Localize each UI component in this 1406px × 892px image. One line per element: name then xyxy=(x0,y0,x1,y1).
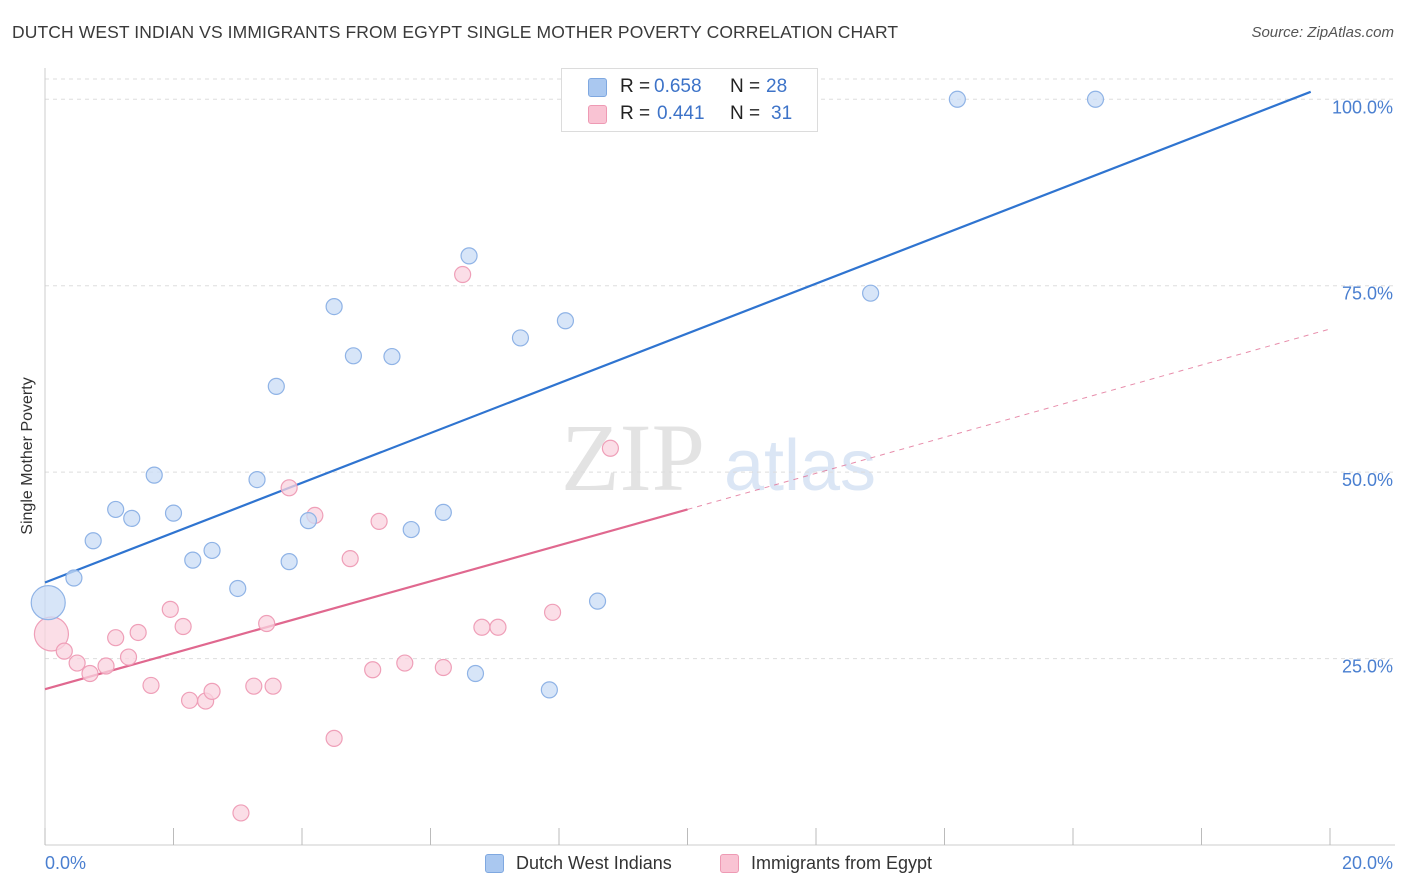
point-immigrants-from-egypt xyxy=(280,479,298,497)
point-immigrants-from-egypt xyxy=(174,617,192,636)
point-dutch-west-indians xyxy=(434,503,452,522)
point-immigrants-from-egypt xyxy=(258,614,276,633)
watermark-zip: ZIP xyxy=(561,404,705,511)
point-immigrants-from-egypt xyxy=(180,691,199,709)
y-tick-label: 75.0% xyxy=(1342,284,1393,304)
y-tick-label: 50.0% xyxy=(1342,470,1393,490)
point-immigrants-from-egypt xyxy=(232,804,250,822)
legend-row-immigrants-from-egypt: R = 0.441 N = 31 xyxy=(562,102,817,128)
point-immigrants-from-egypt xyxy=(364,661,382,679)
point-immigrants-from-egypt xyxy=(245,677,263,695)
point-dutch-west-indians xyxy=(511,329,530,347)
series-name: Immigrants from Egypt xyxy=(751,853,933,873)
point-dutch-west-indians xyxy=(402,520,420,539)
point-dutch-west-indians xyxy=(145,466,163,484)
legend-swatch-blue xyxy=(588,78,607,97)
trend-line-dutch-west-indians xyxy=(44,90,1312,584)
watermark-atlas: atlas xyxy=(724,426,876,506)
point-dutch-west-indians xyxy=(229,579,247,598)
point-dutch-west-indians xyxy=(123,509,141,527)
point-dutch-west-indians xyxy=(588,592,607,610)
legend-r-label: R = xyxy=(620,76,651,97)
legend-r-label: R = xyxy=(620,103,651,124)
tick-labels: 25.0% 50.0% 75.0% 100.0% 0.0% 20.0% xyxy=(45,97,1393,873)
point-immigrants-from-egypt xyxy=(473,618,491,636)
point-dutch-west-indians xyxy=(107,500,125,519)
point-dutch-west-indians xyxy=(65,569,83,587)
point-immigrants-from-egypt xyxy=(543,603,562,621)
point-dutch-west-indians xyxy=(280,553,298,571)
x-tick-label: 0.0% xyxy=(45,853,86,873)
legend-n-label: N = xyxy=(730,103,761,124)
point-immigrants-from-egypt xyxy=(68,654,86,672)
point-dutch-west-indians xyxy=(267,377,285,395)
series-legend-immigrants-from-egypt: Immigrants from Egypt xyxy=(720,852,980,876)
point-immigrants-from-egypt xyxy=(161,600,179,618)
point-immigrants-from-egypt xyxy=(454,265,472,284)
series-legend-dutch-west-indians: Dutch West Indians xyxy=(485,852,705,876)
legend-r-value: 0.658 xyxy=(654,76,702,97)
watermark: ZIP atlas xyxy=(561,404,876,511)
point-dutch-west-indians xyxy=(556,312,575,330)
point-immigrants-from-egypt xyxy=(489,618,507,636)
x-tick-label: 20.0% xyxy=(1342,853,1393,873)
point-immigrants-from-egypt xyxy=(396,654,414,672)
point-immigrants-from-egypt xyxy=(601,439,620,457)
legend-n-label: N = xyxy=(730,76,761,97)
legend-r-value: 0.441 xyxy=(657,103,705,124)
legend-row-dutch-west-indians: R = 0.658 N = 28 xyxy=(562,75,817,101)
y-tick-label: 25.0% xyxy=(1342,657,1393,677)
point-immigrants-from-egypt xyxy=(129,623,147,642)
trend-line-immigrants-from-egypt xyxy=(44,508,688,691)
point-dutch-west-indians xyxy=(184,551,202,569)
source-credit: Source: ZipAtlas.com xyxy=(1251,24,1394,41)
point-dutch-west-indians xyxy=(325,297,343,316)
correlation-legend: R = 0.658 N = 28 R = 0.441 N = 31 xyxy=(561,68,818,132)
point-immigrants-from-egypt xyxy=(341,550,359,568)
point-dutch-west-indians xyxy=(1086,90,1105,108)
legend-n-value: 28 xyxy=(766,76,788,97)
point-dutch-west-indians xyxy=(466,664,485,683)
point-dutch-west-indians xyxy=(948,90,966,108)
data-points xyxy=(30,90,1105,822)
y-axis-label: Single Mother Poverty xyxy=(19,377,36,535)
point-dutch-west-indians xyxy=(344,347,362,365)
point-dutch-west-indians xyxy=(383,347,401,366)
point-immigrants-from-egypt xyxy=(434,658,452,677)
point-dutch-west-indians xyxy=(540,681,558,699)
series-swatch-pink xyxy=(720,854,739,873)
point-immigrants-from-egypt xyxy=(107,629,125,647)
point-dutch-west-indians xyxy=(203,541,221,560)
point-immigrants-from-egypt xyxy=(325,729,343,747)
grid-lines xyxy=(45,78,1395,660)
point-dutch-west-indians xyxy=(862,284,880,302)
point-dutch-west-indians xyxy=(460,247,478,265)
y-tick-label: 100.0% xyxy=(1332,97,1393,117)
trend-extension-immigrants-from-egypt xyxy=(687,328,1331,510)
point-immigrants-from-egypt xyxy=(81,664,99,683)
series-name: Dutch West Indians xyxy=(516,853,672,873)
point-immigrants-from-egypt xyxy=(370,512,388,530)
point-immigrants-from-egypt xyxy=(142,676,160,695)
legend-swatch-pink xyxy=(588,105,607,124)
point-dutch-west-indians xyxy=(30,585,66,621)
point-immigrants-from-egypt xyxy=(55,642,73,660)
chart-title: DUTCH WEST INDIAN VS IMMIGRANTS FROM EGY… xyxy=(12,22,899,42)
series-swatch-blue xyxy=(485,854,504,873)
point-dutch-west-indians xyxy=(84,532,102,550)
point-immigrants-from-egypt xyxy=(203,682,221,700)
legend-n-value: 31 xyxy=(771,103,793,124)
point-immigrants-from-egypt xyxy=(264,677,282,695)
point-immigrants-from-egypt xyxy=(97,657,115,675)
point-immigrants-from-egypt xyxy=(119,648,138,666)
point-dutch-west-indians xyxy=(299,512,318,530)
trend-lines xyxy=(44,90,1331,691)
point-dutch-west-indians xyxy=(248,471,266,489)
point-dutch-west-indians xyxy=(164,504,183,522)
axes xyxy=(44,68,1395,846)
